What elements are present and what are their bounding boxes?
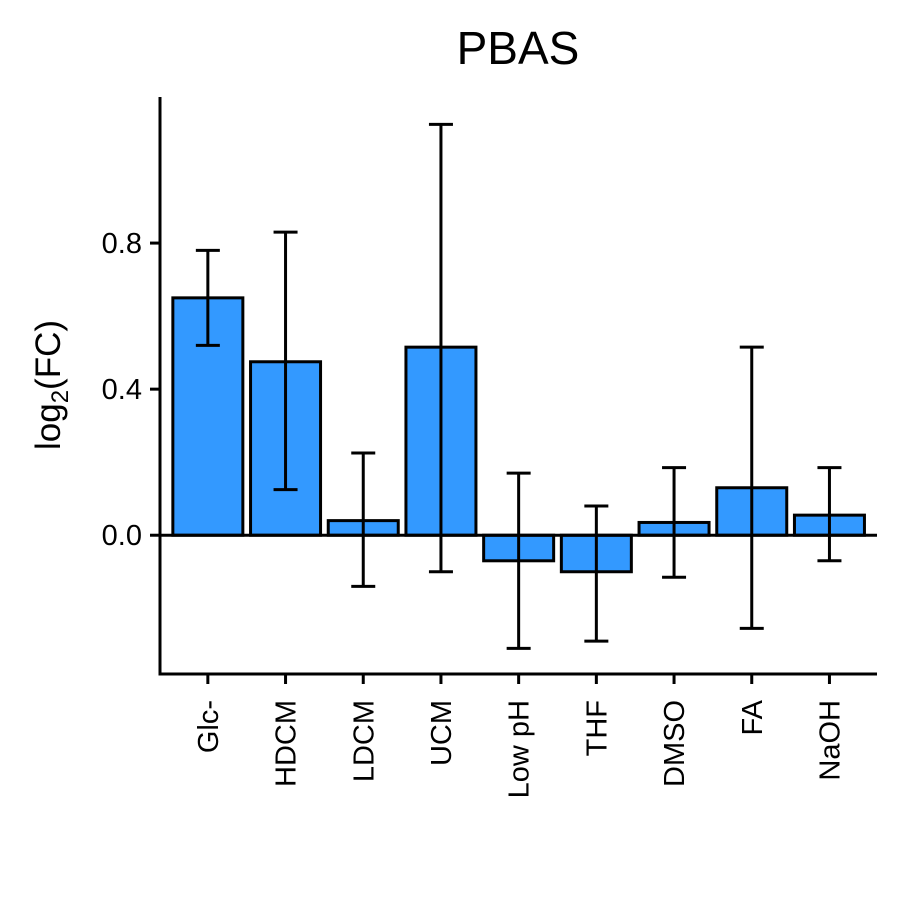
y-axis-label-base: log <box>29 403 68 450</box>
y-axis-label-rest: (FC) <box>29 320 68 390</box>
x-tick-label-2: LDCM <box>348 700 380 782</box>
x-tick-label-4: Low pH <box>504 700 536 798</box>
y-axis-label: log2(FC) <box>29 320 74 450</box>
y-tick-label-1: 0.4 <box>102 374 142 406</box>
x-tick-label-1: HDCM <box>271 700 303 787</box>
error-bar-6 <box>662 466 687 579</box>
error-bar-0 <box>195 248 220 347</box>
y-axis-label-subscript: 2 <box>47 390 74 403</box>
x-tick-label-5: THF <box>581 700 613 756</box>
x-tick-label-7: FA <box>737 699 769 735</box>
y-ticks-group: 0.0 0.4 0.8 <box>102 228 160 552</box>
error-bar-1 <box>273 230 298 492</box>
x-ticks-group: Glc- HDCM LDCM UCM Low pH THF DMSO FA NaOH <box>193 674 846 798</box>
chart-title: PBAS <box>457 22 580 74</box>
error-bar-4 <box>506 471 531 650</box>
x-tick-label-3: UCM <box>426 700 458 766</box>
error-bar-5 <box>584 504 609 643</box>
y-tick-label-2: 0.8 <box>102 228 142 260</box>
error-bar-7 <box>739 345 764 630</box>
y-tick-label-0: 0.0 <box>102 520 142 552</box>
error-bar-2 <box>351 451 376 588</box>
x-tick-label-8: NaOH <box>814 700 846 781</box>
x-tick-label-0: Glc- <box>193 700 225 753</box>
error-bar-8 <box>817 466 842 563</box>
error-bars-group <box>195 122 842 650</box>
x-tick-label-6: DMSO <box>659 700 691 787</box>
error-bar-3 <box>428 122 453 574</box>
